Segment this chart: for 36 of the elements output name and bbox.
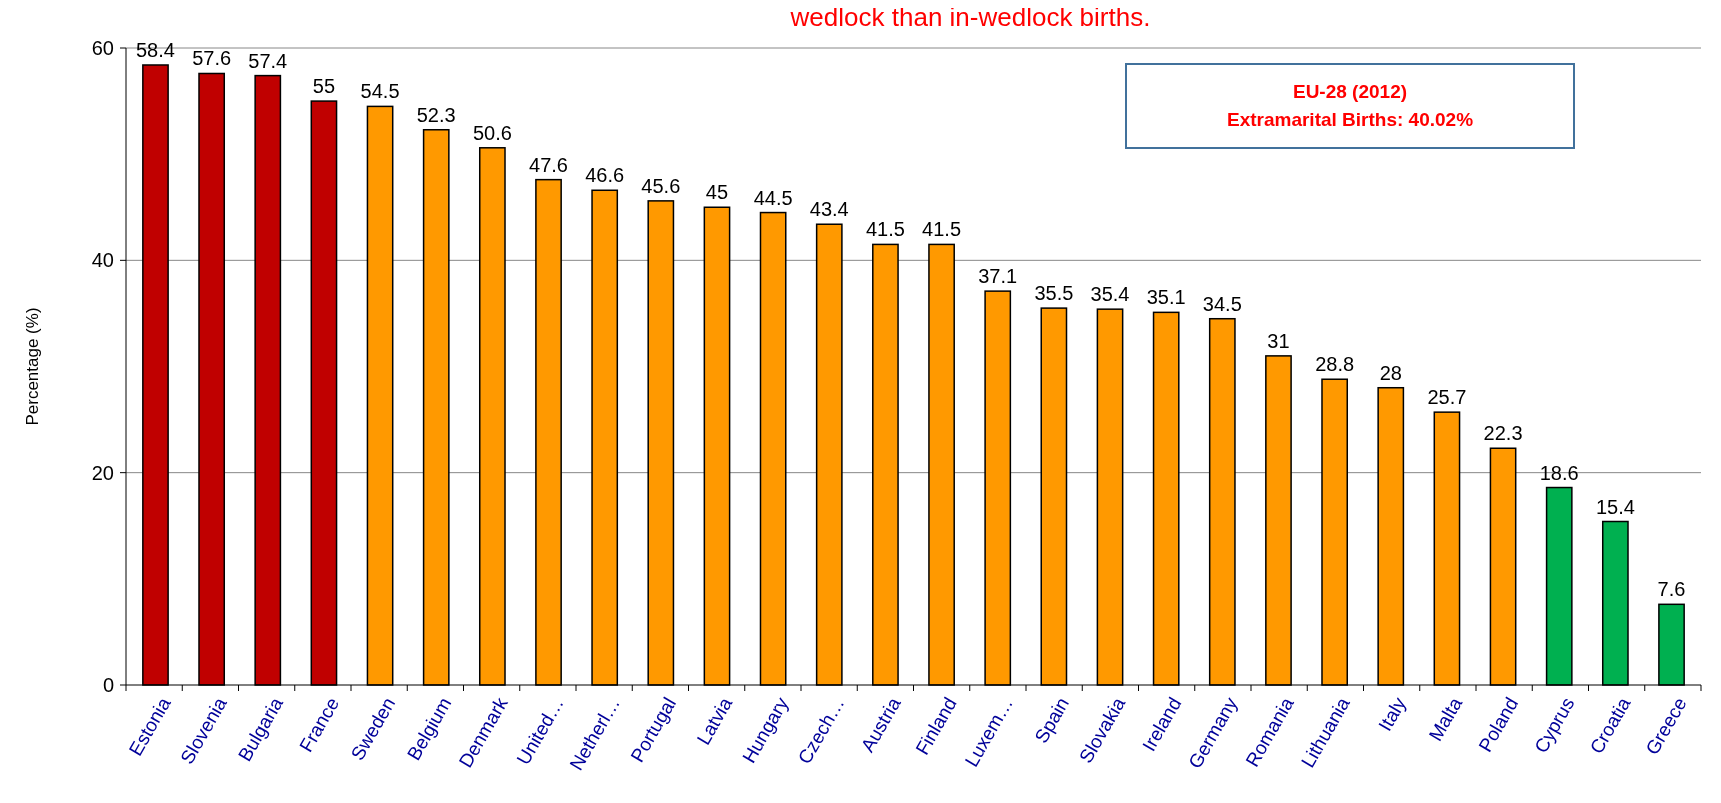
data-label: 47.6 [529,153,568,176]
data-label: 31 [1267,329,1290,352]
data-label: 41.5 [922,218,962,241]
y-tick-label: 60 [91,37,114,59]
data-label: 58.4 [136,38,175,61]
data-label: 28.8 [1315,353,1355,376]
data-label: 54.5 [360,80,400,103]
data-label: 44.5 [753,186,793,209]
y-tick-label: 40 [91,249,114,272]
y-axis-title: Percentage (%) [23,307,42,426]
data-label: 28 [1379,361,1402,384]
data-label: 46.6 [585,164,625,187]
data-label: 57.6 [192,47,232,70]
data-label: 35.5 [1034,282,1074,305]
chart-title: wedlock than in-wedlock births. [789,2,1151,32]
data-label: 45 [705,181,729,204]
data-label: 50.6 [472,121,512,144]
data-label: 55 [312,75,336,98]
data-label: 52.3 [416,103,456,126]
data-label: 45.6 [641,174,681,197]
data-label: 37.1 [978,265,1018,288]
data-label: 43.4 [809,198,849,221]
annotation: Extramarital Births: 40.02% [1226,109,1474,130]
y-tick-label: 0 [102,674,114,696]
data-label: 22.3 [1483,422,1523,445]
data-label: 35.4 [1090,283,1130,306]
data-label: 15.4 [1595,495,1635,518]
data-label: 41.5 [865,218,905,241]
data-label: 25.7 [1427,386,1467,409]
data-label: 18.6 [1539,461,1579,484]
data-label: 57.4 [248,49,288,72]
annotation: EU-28 (2012) [1292,81,1408,102]
data-label: 34.5 [1202,292,1242,315]
y-tick-label: 20 [91,461,114,484]
data-label: 7.6 [1657,578,1686,601]
data-label: 35.1 [1146,286,1186,309]
